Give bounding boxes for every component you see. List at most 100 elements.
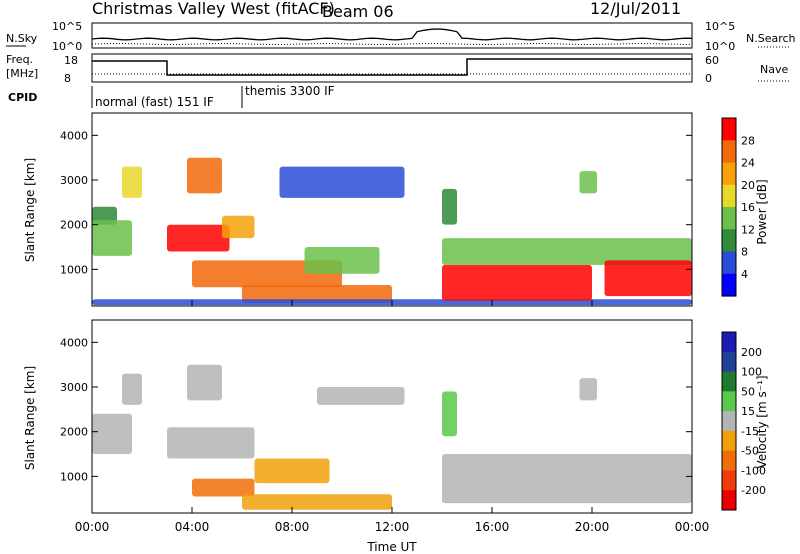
power-yaxis: 4000 3000 2000 1000 <box>60 129 692 276</box>
xtick-label: 08:00 <box>275 520 310 534</box>
xtick-label: 12:00 <box>375 520 410 534</box>
power-region-4 <box>222 215 255 239</box>
power-colorbar-swatch <box>722 162 736 186</box>
noise-ytick-right-high: 10^5 <box>705 20 735 33</box>
noise-ytick-right-low: 10^0 <box>705 40 735 53</box>
velocity-colorbar-label: Velocity [m s⁻¹] <box>755 375 769 468</box>
velocity-xaxis: 00:00 04:00 08:00 12:00 16:00 20:00 00:00 <box>75 300 709 534</box>
velocity-ytick-label: 1000 <box>60 470 88 483</box>
velocity-colorbar-tick: -50 <box>741 445 759 458</box>
power-panel: 4000 3000 2000 1000 Slant Range [km] 28 24 20… <box>23 112 769 307</box>
velocity-region-10 <box>579 378 597 401</box>
power-region-0 <box>122 166 142 198</box>
noise-frame <box>91 22 693 49</box>
cpid-label: CPID <box>8 91 37 104</box>
velocity-colorbar-tick: -15 <box>741 425 759 438</box>
velocity-region-6 <box>242 494 392 510</box>
velocity-colorbar-swatch <box>722 371 736 392</box>
power-colorbar-swatch <box>722 140 736 164</box>
velocity-colorbar-tick: 50 <box>741 385 755 398</box>
freq-left-label-line1: Freq. <box>6 53 33 66</box>
velocity-colorbar-tick: -200 <box>741 484 766 497</box>
xtick-label: 00:00 <box>75 520 110 534</box>
velocity-ylabel: Slant Range [km] <box>23 366 37 470</box>
power-region-12 <box>442 238 692 265</box>
power-region-3 <box>167 224 230 252</box>
velocity-colorbar-swatch <box>722 391 736 412</box>
velocity-ytick-label: 2000 <box>60 426 88 439</box>
power-colorbar-swatch <box>722 251 736 275</box>
velocity-colorbar-tick: 15 <box>741 405 755 418</box>
freq-ytick-low: 8 <box>64 72 71 85</box>
noise-ytick-left-high: 10^5 <box>52 20 82 33</box>
velocity-colorbar-swatch <box>722 450 736 471</box>
radar-title: Christmas Valley West (fitACF) <box>92 0 335 18</box>
power-colorbar-tick: 20 <box>741 179 755 192</box>
velocity-colorbar-swatch <box>722 351 736 373</box>
power-region-6 <box>279 166 405 198</box>
noise-search-line <box>91 43 692 45</box>
velocity-colorbar-swatch <box>722 332 736 353</box>
date-label: 12/Jul/2011 <box>590 0 681 18</box>
nave-ytick-low: 0 <box>705 72 712 85</box>
power-region-15 <box>579 171 597 194</box>
velocity-region-9 <box>442 391 457 437</box>
power-ytick-label: 3000 <box>60 174 88 187</box>
velocity-colorbar-tick: -100 <box>741 464 766 477</box>
velocity-colorbar-tick: 100 <box>741 366 762 379</box>
velocity-ytick-label: 4000 <box>60 336 88 349</box>
power-data <box>92 157 692 306</box>
xtick-label: 04:00 <box>175 520 210 534</box>
velocity-region-4 <box>192 478 255 497</box>
velocity-region-8 <box>442 454 692 504</box>
velocity-colorbar-swatch <box>722 470 736 491</box>
freq-ytick-high: 18 <box>64 54 78 67</box>
velocity-region-2 <box>167 427 255 459</box>
power-colorbar-swatch <box>722 229 736 253</box>
power-plot-area <box>92 113 692 306</box>
velocity-xlabel: Time UT <box>366 540 417 554</box>
power-region-9 <box>304 247 380 274</box>
power-colorbar: 28 24 20 16 12 8 4 <box>721 117 755 297</box>
power-region-2 <box>92 220 132 256</box>
velocity-region-5 <box>254 458 330 484</box>
noise-sky-line <box>91 28 693 41</box>
power-colorbar-label: Power [dB] <box>755 179 769 244</box>
power-region-5 <box>187 157 222 194</box>
velocity-yaxis: 4000 3000 2000 1000 <box>60 336 692 483</box>
velocity-colorbar: 200 100 50 15 -15 -50 -100 -200 <box>721 331 766 511</box>
noise-ytick-left-low: 10^0 <box>52 40 82 53</box>
power-colorbar-tick: 16 <box>741 201 755 214</box>
power-colorbar-swatch <box>722 207 736 230</box>
xtick-label: 20:00 <box>575 520 610 534</box>
nave-ytick-high: 60 <box>705 54 719 67</box>
noise-right-label: N.Search <box>746 32 796 45</box>
power-colorbar-swatch <box>722 118 736 141</box>
cpid-program-normal: normal (fast) 151 IF <box>95 95 214 109</box>
power-colorbar-swatch <box>722 273 736 297</box>
power-region-13 <box>604 260 692 297</box>
cpid-program-themis: themis 3300 IF <box>245 84 335 98</box>
noise-panel: N.Sky 10^5 10^0 10^5 10^0 N.Search <box>6 20 796 53</box>
power-colorbar-frame <box>721 117 737 297</box>
noise-left-label: N.Sky <box>6 32 38 45</box>
velocity-panel: 4000 3000 2000 1000 Slant Range [km] 200 100… <box>23 300 769 554</box>
velocity-region-7 <box>317 387 405 405</box>
power-region-14 <box>442 188 457 225</box>
freq-left-label-line2: [MHz] <box>6 67 38 80</box>
frequency-panel: Freq. [MHz] 18 8 60 0 Nave <box>6 53 790 85</box>
frequency-line <box>92 58 692 76</box>
velocity-colorbar-swatch <box>722 430 736 452</box>
velocity-region-1 <box>92 413 132 454</box>
power-ytick-label: 1000 <box>60 263 88 276</box>
beam-label: Beam 06 <box>322 2 394 21</box>
nave-label: Nave <box>760 63 788 76</box>
xtick-label: 16:00 <box>475 520 510 534</box>
power-ytick-label: 4000 <box>60 129 88 142</box>
power-colorbar-tick: 12 <box>741 223 755 236</box>
power-colorbar-tick: 24 <box>741 157 755 170</box>
power-ytick-label: 2000 <box>60 219 88 232</box>
cpid-row: CPID normal (fast) 151 IF themis 3300 IF <box>8 84 335 109</box>
power-colorbar-tick: 4 <box>741 268 748 281</box>
